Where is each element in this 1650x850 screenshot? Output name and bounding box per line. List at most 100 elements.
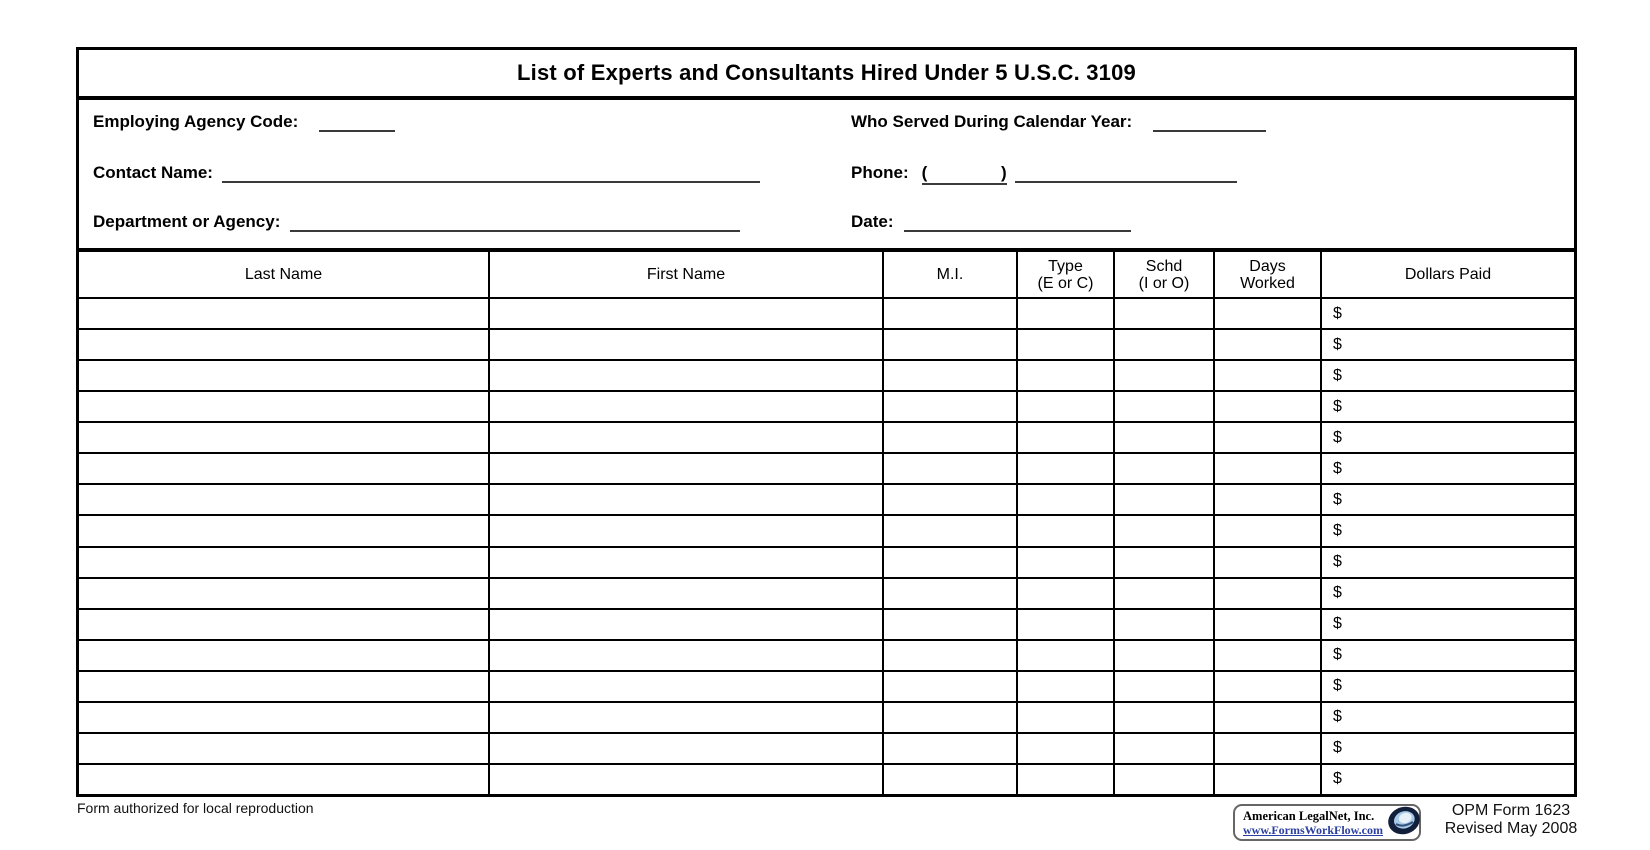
- cell-mi[interactable]: [884, 392, 1018, 422]
- cell-type[interactable]: [1018, 423, 1115, 453]
- cell-schd[interactable]: [1115, 516, 1215, 546]
- cell-schd[interactable]: [1115, 299, 1215, 329]
- cell-first-name[interactable]: [490, 702, 884, 732]
- cell-last-name[interactable]: [79, 454, 490, 484]
- cell-first-name[interactable]: [490, 423, 884, 453]
- cell-type[interactable]: [1018, 733, 1115, 763]
- cell-schd[interactable]: [1115, 702, 1215, 732]
- cell-days-worked[interactable]: [1215, 299, 1322, 329]
- cell-last-name[interactable]: [79, 423, 490, 453]
- cell-days-worked[interactable]: [1215, 671, 1322, 701]
- cell-first-name[interactable]: [490, 733, 884, 763]
- cell-schd[interactable]: [1115, 361, 1215, 391]
- cell-first-name[interactable]: [490, 516, 884, 546]
- cell-schd[interactable]: [1115, 330, 1215, 360]
- cell-days-worked[interactable]: [1215, 361, 1322, 391]
- contact-name-field[interactable]: [221, 169, 760, 183]
- cell-last-name[interactable]: [79, 671, 490, 701]
- cell-mi[interactable]: [884, 330, 1018, 360]
- cell-dollars-paid[interactable]: $: [1322, 610, 1574, 639]
- cell-mi[interactable]: [884, 361, 1018, 391]
- cell-last-name[interactable]: [79, 361, 490, 391]
- cell-type[interactable]: [1018, 485, 1115, 515]
- cell-dollars-paid[interactable]: $: [1322, 672, 1574, 701]
- cell-schd[interactable]: [1115, 485, 1215, 515]
- cell-first-name[interactable]: [490, 454, 884, 484]
- cell-mi[interactable]: [884, 764, 1018, 794]
- cell-mi[interactable]: [884, 640, 1018, 670]
- cell-first-name[interactable]: [490, 640, 884, 670]
- cell-type[interactable]: [1018, 640, 1115, 670]
- cell-dollars-paid[interactable]: $: [1322, 361, 1574, 390]
- cell-last-name[interactable]: [79, 702, 490, 732]
- formsworkflow-link[interactable]: www.FormsWorkFlow.com: [1243, 822, 1383, 837]
- cell-type[interactable]: [1018, 299, 1115, 329]
- cell-mi[interactable]: [884, 454, 1018, 484]
- cell-last-name[interactable]: [79, 392, 490, 422]
- cell-last-name[interactable]: [79, 547, 490, 577]
- cell-mi[interactable]: [884, 671, 1018, 701]
- cell-type[interactable]: [1018, 609, 1115, 639]
- cell-days-worked[interactable]: [1215, 485, 1322, 515]
- calendar-year-field[interactable]: [1153, 118, 1267, 132]
- cell-dollars-paid[interactable]: $: [1322, 423, 1574, 452]
- cell-last-name[interactable]: [79, 578, 490, 608]
- cell-days-worked[interactable]: [1215, 764, 1322, 794]
- cell-last-name[interactable]: [79, 609, 490, 639]
- cell-mi[interactable]: [884, 578, 1018, 608]
- cell-dollars-paid[interactable]: $: [1322, 485, 1574, 514]
- cell-schd[interactable]: [1115, 454, 1215, 484]
- cell-days-worked[interactable]: [1215, 547, 1322, 577]
- cell-mi[interactable]: [884, 609, 1018, 639]
- cell-first-name[interactable]: [490, 330, 884, 360]
- cell-last-name[interactable]: [79, 640, 490, 670]
- cell-mi[interactable]: [884, 485, 1018, 515]
- department-field[interactable]: [290, 218, 741, 232]
- cell-schd[interactable]: [1115, 733, 1215, 763]
- cell-days-worked[interactable]: [1215, 733, 1322, 763]
- cell-dollars-paid[interactable]: $: [1322, 330, 1574, 359]
- cell-mi[interactable]: [884, 702, 1018, 732]
- cell-first-name[interactable]: [490, 578, 884, 608]
- cell-days-worked[interactable]: [1215, 516, 1322, 546]
- cell-first-name[interactable]: [490, 764, 884, 794]
- cell-type[interactable]: [1018, 516, 1115, 546]
- cell-last-name[interactable]: [79, 330, 490, 360]
- cell-type[interactable]: [1018, 578, 1115, 608]
- cell-mi[interactable]: [884, 733, 1018, 763]
- cell-type[interactable]: [1018, 330, 1115, 360]
- cell-type[interactable]: [1018, 702, 1115, 732]
- cell-mi[interactable]: [884, 547, 1018, 577]
- cell-dollars-paid[interactable]: $: [1322, 516, 1574, 545]
- cell-first-name[interactable]: [490, 485, 884, 515]
- cell-type[interactable]: [1018, 392, 1115, 422]
- cell-days-worked[interactable]: [1215, 423, 1322, 453]
- cell-dollars-paid[interactable]: $: [1322, 765, 1574, 794]
- cell-first-name[interactable]: [490, 671, 884, 701]
- cell-first-name[interactable]: [490, 299, 884, 329]
- cell-last-name[interactable]: [79, 516, 490, 546]
- cell-first-name[interactable]: [490, 547, 884, 577]
- cell-first-name[interactable]: [490, 609, 884, 639]
- cell-dollars-paid[interactable]: $: [1322, 641, 1574, 670]
- cell-days-worked[interactable]: [1215, 392, 1322, 422]
- phone-number-field[interactable]: [1014, 169, 1237, 183]
- cell-days-worked[interactable]: [1215, 702, 1322, 732]
- cell-days-worked[interactable]: [1215, 454, 1322, 484]
- cell-days-worked[interactable]: [1215, 330, 1322, 360]
- cell-days-worked[interactable]: [1215, 640, 1322, 670]
- employing-agency-code-field[interactable]: [319, 118, 396, 132]
- cell-mi[interactable]: [884, 516, 1018, 546]
- cell-mi[interactable]: [884, 299, 1018, 329]
- cell-dollars-paid[interactable]: $: [1322, 579, 1574, 608]
- cell-schd[interactable]: [1115, 764, 1215, 794]
- cell-schd[interactable]: [1115, 547, 1215, 577]
- cell-type[interactable]: [1018, 764, 1115, 794]
- cell-last-name[interactable]: [79, 299, 490, 329]
- cell-schd[interactable]: [1115, 578, 1215, 608]
- cell-last-name[interactable]: [79, 733, 490, 763]
- cell-mi[interactable]: [884, 423, 1018, 453]
- cell-schd[interactable]: [1115, 640, 1215, 670]
- cell-schd[interactable]: [1115, 392, 1215, 422]
- cell-dollars-paid[interactable]: $: [1322, 299, 1574, 328]
